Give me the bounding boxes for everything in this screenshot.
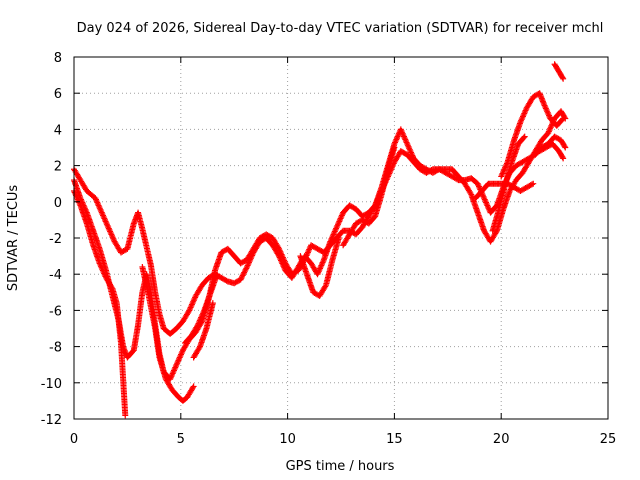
y-tick-label: -12 — [41, 413, 62, 428]
series-track-11 — [472, 180, 537, 202]
series-track-13 — [536, 140, 567, 162]
grid — [74, 57, 608, 419]
data-point — [214, 271, 221, 278]
chart-title: Day 024 of 2026, Sidereal Day-to-day VTE… — [77, 21, 604, 36]
x-tick-label: 10 — [279, 432, 296, 447]
data-point — [561, 143, 568, 150]
y-tick-label: -2 — [49, 232, 62, 247]
data-point — [196, 344, 203, 351]
data-point — [335, 235, 342, 241]
series-track-6 — [190, 300, 216, 361]
data-point — [530, 180, 537, 187]
x-tick-label: 15 — [386, 432, 403, 447]
data-points — [71, 61, 569, 419]
data-point — [467, 190, 474, 197]
series-track-7 — [297, 235, 342, 299]
data-point — [560, 115, 567, 122]
x-tick-label: 5 — [177, 432, 185, 447]
y-tick-label: -8 — [49, 341, 62, 356]
data-point — [189, 384, 196, 391]
data-point — [108, 284, 115, 291]
y-tick-label: -4 — [49, 268, 62, 283]
x-axis-label: GPS time / hours — [286, 459, 395, 474]
data-point — [559, 74, 566, 81]
data-point — [520, 134, 527, 141]
data-point — [562, 144, 569, 151]
data-point — [560, 75, 567, 82]
data-point — [528, 181, 535, 188]
y-tick-label: 6 — [54, 87, 62, 102]
data-point — [521, 133, 528, 140]
data-point — [322, 283, 329, 290]
y-tick-label: -6 — [49, 304, 62, 319]
data-point — [190, 383, 197, 390]
data-point — [122, 412, 129, 419]
x-tick-label: 20 — [493, 432, 510, 447]
y-tick-label: 2 — [54, 160, 62, 175]
data-point — [559, 116, 566, 123]
axis-ticks: 0 5 10 15 20 25 -12 -10 -8 -6 -4 -2 0 2 4 6 8 — [41, 51, 617, 447]
y-tick-label: -10 — [41, 377, 62, 392]
data-point — [560, 155, 567, 162]
series-track-4 — [139, 263, 197, 404]
series-track-8 — [340, 144, 398, 249]
data-point — [391, 144, 398, 151]
y-axis-label: SDTVAR / TECUs — [6, 185, 21, 292]
series-track-3 — [71, 187, 129, 419]
y-tick-label: 4 — [54, 123, 62, 138]
series-track-5 — [182, 271, 221, 346]
y-tick-label: 0 — [54, 196, 62, 211]
x-tick-label: 0 — [70, 432, 78, 447]
series-track-12 — [551, 61, 567, 82]
y-tick-label: 8 — [54, 51, 62, 66]
data-point — [209, 300, 216, 307]
x-tick-label: 25 — [600, 432, 617, 447]
data-point — [493, 229, 500, 236]
data-point — [559, 154, 566, 161]
